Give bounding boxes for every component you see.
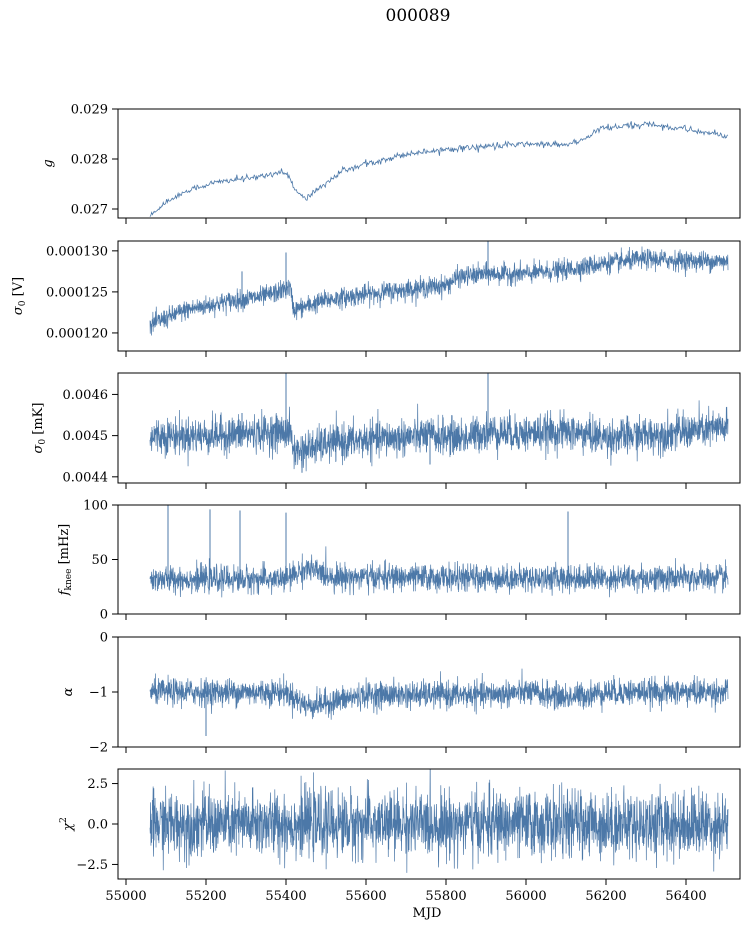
ylabel-5: α (61, 687, 76, 696)
axes-frame-4 (117, 504, 741, 615)
panel-3: 0.0044 0.0045 0.0046 σ0 [mK] (31, 372, 741, 489)
axes-frame-2 (117, 240, 741, 352)
ytick-label: 100 (83, 499, 108, 514)
xtick-label: 55600 (345, 889, 386, 904)
ylabel-2: σ0 [V] (11, 277, 28, 315)
ytick-label: 2.5 (87, 777, 108, 792)
axes-frame-3 (117, 372, 741, 484)
ylabel-3: σ0 [mK] (31, 403, 48, 454)
ytick-label: 0.027 (71, 203, 108, 218)
series-line-4 (149, 546, 729, 598)
ytick-label: 0.000120 (46, 326, 108, 341)
panel-5: −2 −1 0 α (61, 631, 741, 756)
panel-2: 0.000120 0.000125 0.000130 σ0 [V] (11, 240, 741, 357)
xlabel: MJD (413, 906, 442, 921)
ytick-label: −1 (89, 686, 108, 701)
ytick-label: −2 (89, 741, 108, 756)
series-line-2 (149, 246, 729, 336)
ytick-label: 0.0 (87, 818, 108, 833)
xtick-label: 55800 (425, 889, 466, 904)
ytick-label: 0.028 (71, 153, 108, 168)
xtick-label: 55200 (185, 889, 226, 904)
ytick-label: −2.5 (76, 858, 108, 873)
series-line-1 (149, 120, 729, 217)
ytick-label: 0.0046 (63, 388, 109, 403)
ylabel-1: g (41, 159, 56, 167)
series-line-6 (149, 769, 729, 873)
ytick-label: 0.0045 (63, 429, 109, 444)
ylabel-4: fknee [mHz] (57, 524, 74, 597)
ytick-label: 0.0044 (63, 470, 109, 485)
xtick-label: 56000 (505, 889, 546, 904)
series-line-3 (149, 400, 729, 472)
panel-1: 0.027 0.028 0.029 g (41, 103, 741, 224)
ytick-label: 0.000125 (46, 285, 108, 300)
xtick-label: 55400 (265, 889, 306, 904)
xtick-label: 56400 (665, 889, 706, 904)
ytick-label: 0 (100, 631, 108, 646)
series-line-5 (149, 668, 729, 720)
ytick-label: 0.029 (71, 103, 108, 118)
ytick-label: 50 (91, 553, 108, 568)
panel-6: −2.5 0.0 2.5 55000 55200 55400 55600 55800 56000… (59, 768, 741, 921)
xtick-label: 55000 (105, 889, 146, 904)
ytick-label: 0 (100, 608, 108, 623)
panel-4: 0 50 100 fknee [mHz] (57, 499, 741, 623)
figure-title: 000089 (385, 6, 451, 26)
axes-frame-1 (117, 108, 741, 219)
ylabel-6: χ2 (59, 817, 76, 832)
xtick-label: 56200 (585, 889, 626, 904)
ytick-label: 0.000130 (46, 244, 108, 259)
